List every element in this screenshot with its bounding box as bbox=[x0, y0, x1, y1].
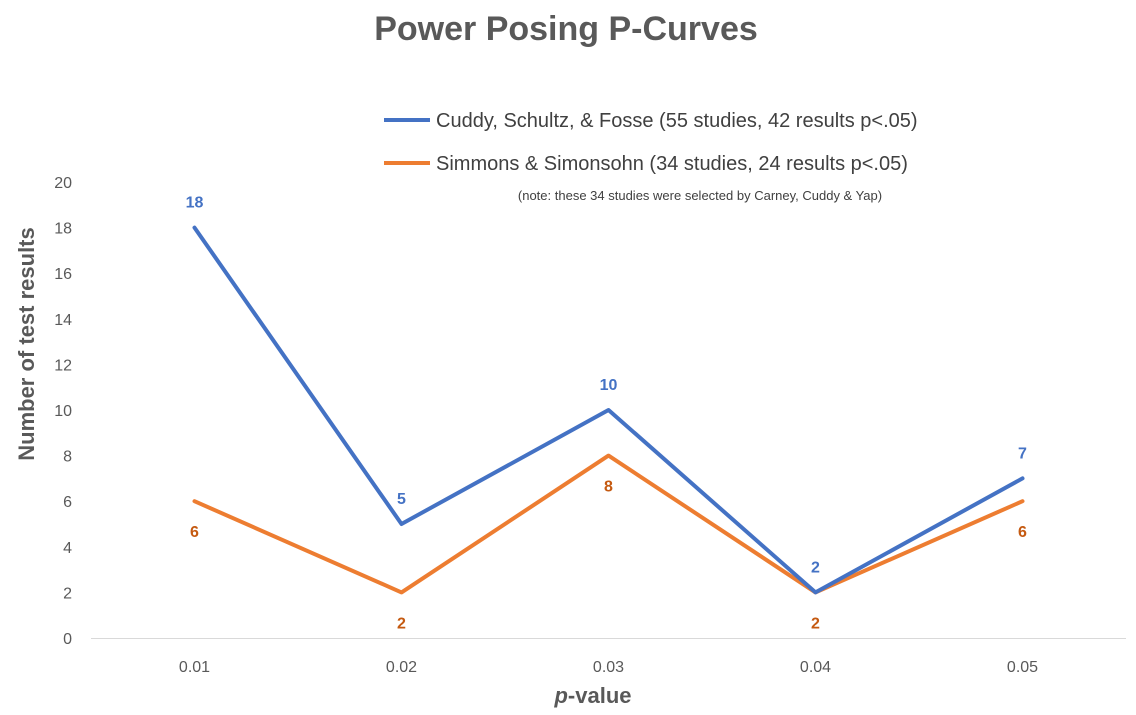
data-label-cuddy: 2 bbox=[811, 559, 820, 576]
data-label-cuddy: 5 bbox=[397, 491, 406, 508]
data-label-cuddy: 7 bbox=[1018, 445, 1027, 462]
data-label-cuddy: 10 bbox=[600, 377, 618, 394]
y-tick-label: 0 bbox=[63, 631, 72, 648]
y-tick-label: 10 bbox=[54, 403, 72, 420]
x-tick-label: 0.03 bbox=[593, 659, 624, 676]
legend-label-cuddy: Cuddy, Schultz, & Fosse (55 studies, 42 … bbox=[436, 110, 918, 132]
data-label-cuddy: 18 bbox=[186, 195, 204, 212]
series-lines bbox=[192, 225, 1025, 595]
data-label-simmons: 2 bbox=[811, 615, 820, 632]
x-axis-title-rest: -value bbox=[568, 683, 632, 708]
data-label-simmons: 8 bbox=[604, 479, 613, 496]
y-axis-title: Number of test results bbox=[14, 227, 39, 461]
x-tick-labels: 0.01 0.02 0.03 0.04 0.05 bbox=[179, 659, 1038, 676]
legend-label-simmons: Simmons & Simonsohn (34 studies, 24 resu… bbox=[436, 153, 908, 175]
legend: Cuddy, Schultz, & Fosse (55 studies, 42 … bbox=[384, 110, 918, 203]
x-tick-label: 0.01 bbox=[179, 659, 210, 676]
data-label-simmons: 6 bbox=[1018, 524, 1027, 541]
y-tick-label: 14 bbox=[54, 312, 72, 329]
y-tick-label: 20 bbox=[54, 175, 72, 192]
data-label-simmons: 6 bbox=[190, 524, 199, 541]
x-axis-title-italic: p bbox=[553, 683, 567, 708]
y-tick-label: 18 bbox=[54, 221, 72, 238]
chart-title: Power Posing P-Curves bbox=[374, 10, 758, 48]
series-line-simmons bbox=[192, 453, 1025, 595]
y-tick-label: 16 bbox=[54, 266, 72, 283]
data-labels: 18 5 10 2 7 6 2 8 2 6 bbox=[186, 195, 1027, 633]
x-tick-label: 0.05 bbox=[1007, 659, 1038, 676]
y-tick-label: 4 bbox=[63, 540, 72, 557]
series-line-cuddy bbox=[192, 225, 1025, 595]
data-label-simmons: 2 bbox=[397, 615, 406, 632]
y-tick-label: 8 bbox=[63, 449, 72, 466]
x-axis-title: p-value bbox=[553, 683, 631, 708]
x-tick-label: 0.02 bbox=[386, 659, 417, 676]
y-tick-label: 6 bbox=[63, 494, 72, 511]
legend-note: (note: these 34 studies were selected by… bbox=[518, 188, 882, 203]
y-tick-label: 2 bbox=[63, 585, 72, 602]
y-tick-labels: 0 2 4 6 8 10 12 14 16 18 20 bbox=[54, 175, 72, 648]
y-tick-label: 12 bbox=[54, 357, 72, 374]
x-tick-label: 0.04 bbox=[800, 659, 831, 676]
